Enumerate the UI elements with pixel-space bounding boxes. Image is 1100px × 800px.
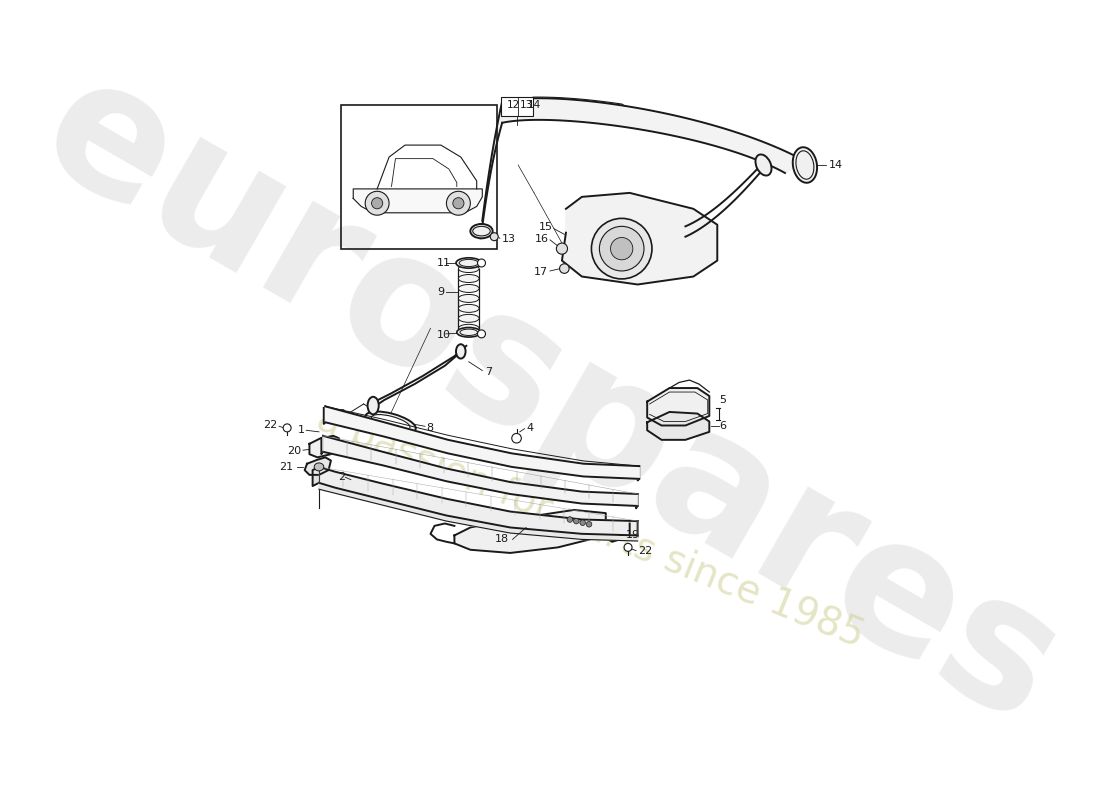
Polygon shape xyxy=(323,436,638,506)
Circle shape xyxy=(372,198,383,209)
Circle shape xyxy=(477,330,485,338)
Ellipse shape xyxy=(459,305,480,312)
Text: 13: 13 xyxy=(503,234,516,244)
Polygon shape xyxy=(481,102,503,238)
Polygon shape xyxy=(607,529,621,542)
Circle shape xyxy=(624,543,632,551)
Polygon shape xyxy=(454,510,606,553)
Circle shape xyxy=(477,259,485,267)
Circle shape xyxy=(586,522,592,527)
Ellipse shape xyxy=(459,294,480,302)
Circle shape xyxy=(592,218,652,279)
Text: 5: 5 xyxy=(719,395,727,405)
Circle shape xyxy=(560,264,569,274)
FancyBboxPatch shape xyxy=(502,98,534,117)
Polygon shape xyxy=(636,494,638,508)
Ellipse shape xyxy=(367,397,378,414)
Ellipse shape xyxy=(365,411,416,433)
Text: 15: 15 xyxy=(538,222,552,232)
Text: 18: 18 xyxy=(495,534,509,545)
Circle shape xyxy=(557,243,568,254)
Text: 22: 22 xyxy=(263,421,277,430)
Circle shape xyxy=(453,198,464,209)
Polygon shape xyxy=(647,388,710,426)
Text: 11: 11 xyxy=(437,258,451,268)
Circle shape xyxy=(365,191,389,215)
Polygon shape xyxy=(319,483,638,541)
Text: 14: 14 xyxy=(528,100,541,110)
Text: 2: 2 xyxy=(338,472,345,482)
Bar xyxy=(341,106,496,249)
Ellipse shape xyxy=(456,327,481,337)
Ellipse shape xyxy=(459,265,480,273)
Ellipse shape xyxy=(459,285,480,293)
Text: 9: 9 xyxy=(437,287,444,298)
Ellipse shape xyxy=(459,324,480,332)
Polygon shape xyxy=(638,466,639,481)
Polygon shape xyxy=(353,189,482,213)
Text: 12: 12 xyxy=(507,100,520,110)
Circle shape xyxy=(491,233,498,241)
Polygon shape xyxy=(562,193,717,285)
Text: 17: 17 xyxy=(535,266,549,277)
Circle shape xyxy=(447,191,471,215)
Text: 13: 13 xyxy=(519,100,534,110)
Circle shape xyxy=(568,517,573,522)
Polygon shape xyxy=(323,406,326,424)
Polygon shape xyxy=(629,521,638,539)
Polygon shape xyxy=(647,412,710,440)
Ellipse shape xyxy=(459,274,480,282)
Text: 1: 1 xyxy=(298,426,305,435)
Polygon shape xyxy=(321,436,323,454)
Circle shape xyxy=(610,238,632,260)
Text: a passion for parts since 1985: a passion for parts since 1985 xyxy=(310,400,869,655)
Polygon shape xyxy=(503,98,805,173)
Ellipse shape xyxy=(459,314,480,322)
Ellipse shape xyxy=(315,463,323,471)
Circle shape xyxy=(600,226,643,271)
Text: 7: 7 xyxy=(485,367,492,377)
Circle shape xyxy=(580,520,585,526)
Text: 19: 19 xyxy=(626,530,640,540)
Text: 6: 6 xyxy=(719,422,727,431)
Ellipse shape xyxy=(456,344,465,358)
Text: 4: 4 xyxy=(526,423,534,433)
Text: 22: 22 xyxy=(638,546,652,556)
Text: 10: 10 xyxy=(437,330,451,340)
Text: 14: 14 xyxy=(828,160,843,170)
Ellipse shape xyxy=(456,258,482,268)
Ellipse shape xyxy=(471,224,493,238)
Polygon shape xyxy=(309,436,339,458)
Text: 8: 8 xyxy=(427,423,433,433)
Text: 16: 16 xyxy=(535,234,549,244)
Circle shape xyxy=(573,518,579,524)
Text: 20: 20 xyxy=(287,446,301,456)
Polygon shape xyxy=(312,467,319,486)
Ellipse shape xyxy=(793,147,817,182)
Ellipse shape xyxy=(756,154,771,175)
Circle shape xyxy=(283,424,292,432)
Polygon shape xyxy=(319,467,638,535)
Ellipse shape xyxy=(372,414,410,430)
Text: eurospares: eurospares xyxy=(12,38,1088,762)
Text: 21: 21 xyxy=(279,462,294,472)
Polygon shape xyxy=(326,406,639,479)
Text: 3: 3 xyxy=(338,409,345,418)
Circle shape xyxy=(512,434,521,443)
Polygon shape xyxy=(305,458,331,475)
